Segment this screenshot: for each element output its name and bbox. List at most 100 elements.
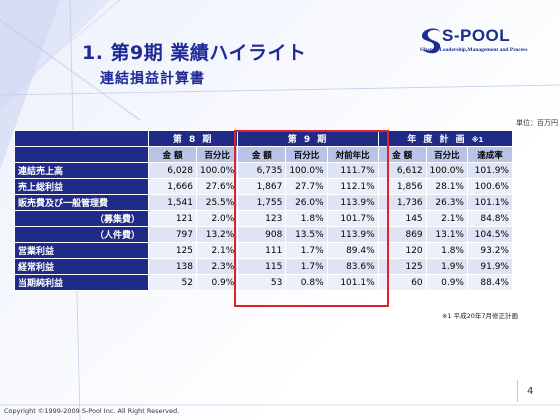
table-cell: 2.1% bbox=[425, 210, 468, 227]
slide-title: 1. 第9期 業績ハイライト bbox=[82, 42, 307, 64]
table-body: 連結売上高 6,028 100.0% 6,735 100.0% 111.7% 6,612 10… bbox=[14, 162, 513, 291]
table-row: （募集費） 121 2.0% 123 1.8% 101.7% 145 2.1% 84.8% bbox=[14, 210, 513, 227]
income-statement-table: 第 8 期 第 9 期 年 度 計 画 ※1 金 額 百分比 金 額 百分比 対… bbox=[14, 130, 513, 291]
table-cell: 100.0% bbox=[425, 162, 468, 179]
table-cell: 115 bbox=[237, 258, 287, 275]
table-cell: 113.9% bbox=[326, 194, 379, 211]
row-label: 売上総利益 bbox=[14, 178, 149, 195]
corner-cell-2 bbox=[14, 146, 149, 163]
table-cell: 113.9% bbox=[326, 226, 379, 243]
table-cell: 121 bbox=[148, 210, 197, 227]
table-cell: 28.1% bbox=[425, 178, 468, 195]
table-cell: 2.1% bbox=[195, 242, 239, 259]
table-cell: 111.7% bbox=[326, 162, 379, 179]
page-divider bbox=[517, 380, 518, 402]
s-pool-logo bbox=[422, 28, 441, 54]
table-cell: 1.7% bbox=[285, 258, 328, 275]
table-cell: 112.1% bbox=[326, 178, 379, 195]
table-cell: 145 bbox=[377, 210, 427, 227]
col-header: 百分比 bbox=[285, 146, 328, 163]
table-cell: 26.3% bbox=[425, 194, 468, 211]
table-cell: 13.5% bbox=[285, 226, 328, 243]
table-cell: 101.9% bbox=[466, 162, 513, 179]
table-cell: 101.7% bbox=[326, 210, 379, 227]
col-header: 達成率 bbox=[466, 146, 513, 163]
table-cell: 26.0% bbox=[285, 194, 328, 211]
group-header-fy8: 第 8 期 bbox=[147, 130, 239, 147]
table-cell: 1.7% bbox=[285, 242, 328, 259]
footnote: ※1 平成20年7月修正計画 bbox=[442, 312, 519, 320]
table-cell: 138 bbox=[148, 258, 197, 275]
table-cell: 100.0% bbox=[285, 162, 328, 179]
table-cell: 27.6% bbox=[195, 178, 239, 195]
table-cell: 111 bbox=[237, 242, 287, 259]
table-cell: 2.0% bbox=[195, 210, 239, 227]
group-header-plan: 年 度 計 画 ※1 bbox=[377, 130, 513, 147]
table-cell: 0.8% bbox=[285, 274, 328, 291]
table-cell: 52 bbox=[148, 274, 197, 291]
table-cell: 1,867 bbox=[237, 178, 287, 195]
table-row: 販売費及び一般管理費 1,541 25.5% 1,755 26.0% 113.9% 1,73… bbox=[14, 194, 513, 211]
col-header: 対前年比 bbox=[326, 146, 379, 163]
table-row: 売上総利益 1,666 27.6% 1,867 27.7% 112.1% 1,856 28.1… bbox=[14, 178, 513, 195]
group-header-fy9: 第 9 期 bbox=[237, 130, 379, 147]
table-row: 当期純利益 52 0.9% 53 0.8% 101.1% 60 0.9% 88.4% bbox=[14, 274, 513, 291]
table-cell: 797 bbox=[148, 226, 197, 243]
table-cell: 1.9% bbox=[425, 258, 468, 275]
table-cell: 1,856 bbox=[377, 178, 427, 195]
table-cell: 120 bbox=[377, 242, 427, 259]
table-cell: 101.1% bbox=[466, 194, 513, 211]
page-number: 4 bbox=[527, 386, 534, 397]
row-label: 連結売上高 bbox=[14, 162, 149, 179]
table-cell: 123 bbox=[237, 210, 287, 227]
col-header: 百分比 bbox=[195, 146, 239, 163]
table-cell: 2.3% bbox=[195, 258, 239, 275]
table-cell: 6,735 bbox=[237, 162, 287, 179]
table-cell: 91.9% bbox=[466, 258, 513, 275]
table-cell: 6,612 bbox=[377, 162, 427, 179]
col-header: 金 額 bbox=[237, 146, 287, 163]
table-cell: 53 bbox=[237, 274, 287, 291]
table-cell: 869 bbox=[377, 226, 427, 243]
table-cell: 60 bbox=[377, 274, 427, 291]
table-cell: 1,666 bbox=[148, 178, 197, 195]
table-row: （人件費） 797 13.2% 908 13.5% 113.9% 869 13.1% 104.5… bbox=[14, 226, 513, 243]
table-cell: 89.4% bbox=[326, 242, 379, 259]
table-cell: 125 bbox=[377, 258, 427, 275]
table-cell: 104.5% bbox=[466, 226, 513, 243]
table-cell: 1,541 bbox=[148, 194, 197, 211]
table-cell: 1.8% bbox=[285, 210, 328, 227]
row-label: 営業利益 bbox=[14, 242, 149, 259]
table-cell: 83.6% bbox=[326, 258, 379, 275]
col-header: 金 額 bbox=[148, 146, 197, 163]
table-cell: 13.1% bbox=[425, 226, 468, 243]
table-cell: 13.2% bbox=[195, 226, 239, 243]
row-label: 当期純利益 bbox=[14, 274, 149, 291]
row-label: 経常利益 bbox=[14, 258, 149, 275]
table-cell: 1.8% bbox=[425, 242, 468, 259]
table-cell: 93.2% bbox=[466, 242, 513, 259]
row-label: （人件費） bbox=[14, 226, 149, 243]
col-header: 金 額 bbox=[377, 146, 427, 163]
table-cell: 88.4% bbox=[466, 274, 513, 291]
col-header: 百分比 bbox=[425, 146, 468, 163]
table-cell: 6,028 bbox=[148, 162, 197, 179]
table-row: 経常利益 138 2.3% 115 1.7% 83.6% 125 1.9% 91.9% bbox=[14, 258, 513, 275]
plan-label: 年 度 計 画 bbox=[407, 135, 467, 145]
logo-tagline: Change Leadership,Management and Process bbox=[420, 47, 528, 53]
table-cell: 125 bbox=[148, 242, 197, 259]
table-cell: 908 bbox=[237, 226, 287, 243]
row-label: 販売費及び一般管理費 bbox=[14, 194, 149, 211]
table-cell: 100.0% bbox=[195, 162, 239, 179]
table-cell: 27.7% bbox=[285, 178, 328, 195]
table-cell: 25.5% bbox=[195, 194, 239, 211]
slide-subtitle: 連結損益計算書 bbox=[100, 71, 205, 87]
table-cell: 1,736 bbox=[377, 194, 427, 211]
table-cell: 101.1% bbox=[326, 274, 379, 291]
table-cell: 1,755 bbox=[237, 194, 287, 211]
table-row: 連結売上高 6,028 100.0% 6,735 100.0% 111.7% 6,612 10… bbox=[14, 162, 513, 179]
unit-note: 単位：百万円 bbox=[516, 119, 558, 127]
table-cell: 0.9% bbox=[195, 274, 239, 291]
table-cell: 0.9% bbox=[425, 274, 468, 291]
